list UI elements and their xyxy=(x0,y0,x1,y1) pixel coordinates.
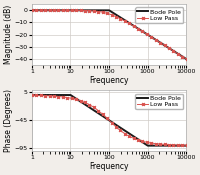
Bode Pole xyxy=(193,63,196,65)
Bode Pole xyxy=(59,9,62,11)
Line: Bode Pole: Bode Pole xyxy=(32,10,198,66)
Y-axis label: Phase (Degrees): Phase (Degrees) xyxy=(4,89,13,152)
Low Pass xyxy=(101,113,104,115)
Y-axis label: Magnitude (dB): Magnitude (dB) xyxy=(4,5,13,64)
Bode Pole xyxy=(50,9,52,11)
Low Pass xyxy=(50,95,52,97)
Bode Pole xyxy=(59,94,62,96)
Bode Pole xyxy=(94,9,97,11)
X-axis label: Frequency: Frequency xyxy=(89,76,129,85)
Line: Bode Pole: Bode Pole xyxy=(32,95,198,146)
Bode Pole xyxy=(50,94,52,96)
Low Pass xyxy=(31,9,33,11)
Bode Pole xyxy=(101,115,104,117)
Low Pass xyxy=(175,52,178,54)
Legend: Bode Pole, Low Pass: Bode Pole, Low Pass xyxy=(135,7,183,23)
Bode Pole xyxy=(197,145,199,147)
Line: Low Pass: Low Pass xyxy=(30,94,199,147)
Bode Pole xyxy=(94,110,97,113)
Bode Pole xyxy=(175,145,178,147)
Bode Pole xyxy=(197,65,199,67)
Low Pass xyxy=(193,63,196,65)
Low Pass xyxy=(59,96,62,98)
Bode Pole xyxy=(193,145,196,147)
Legend: Bode Pole, Low Pass: Bode Pole, Low Pass xyxy=(135,94,183,109)
Bode Pole xyxy=(31,9,33,11)
Bode Pole xyxy=(31,94,33,96)
Low Pass xyxy=(94,10,97,12)
Bode Pole xyxy=(101,9,104,11)
Low Pass xyxy=(101,11,104,13)
Low Pass xyxy=(193,144,196,146)
Line: Low Pass: Low Pass xyxy=(30,9,199,68)
Low Pass xyxy=(50,9,52,11)
Bode Pole xyxy=(146,145,149,147)
X-axis label: Frequency: Frequency xyxy=(89,162,129,171)
Bode Pole xyxy=(175,52,178,54)
Low Pass xyxy=(197,65,199,67)
Low Pass xyxy=(31,94,33,96)
Low Pass xyxy=(94,107,97,110)
Low Pass xyxy=(197,144,199,146)
Low Pass xyxy=(59,9,62,11)
Low Pass xyxy=(175,144,178,146)
